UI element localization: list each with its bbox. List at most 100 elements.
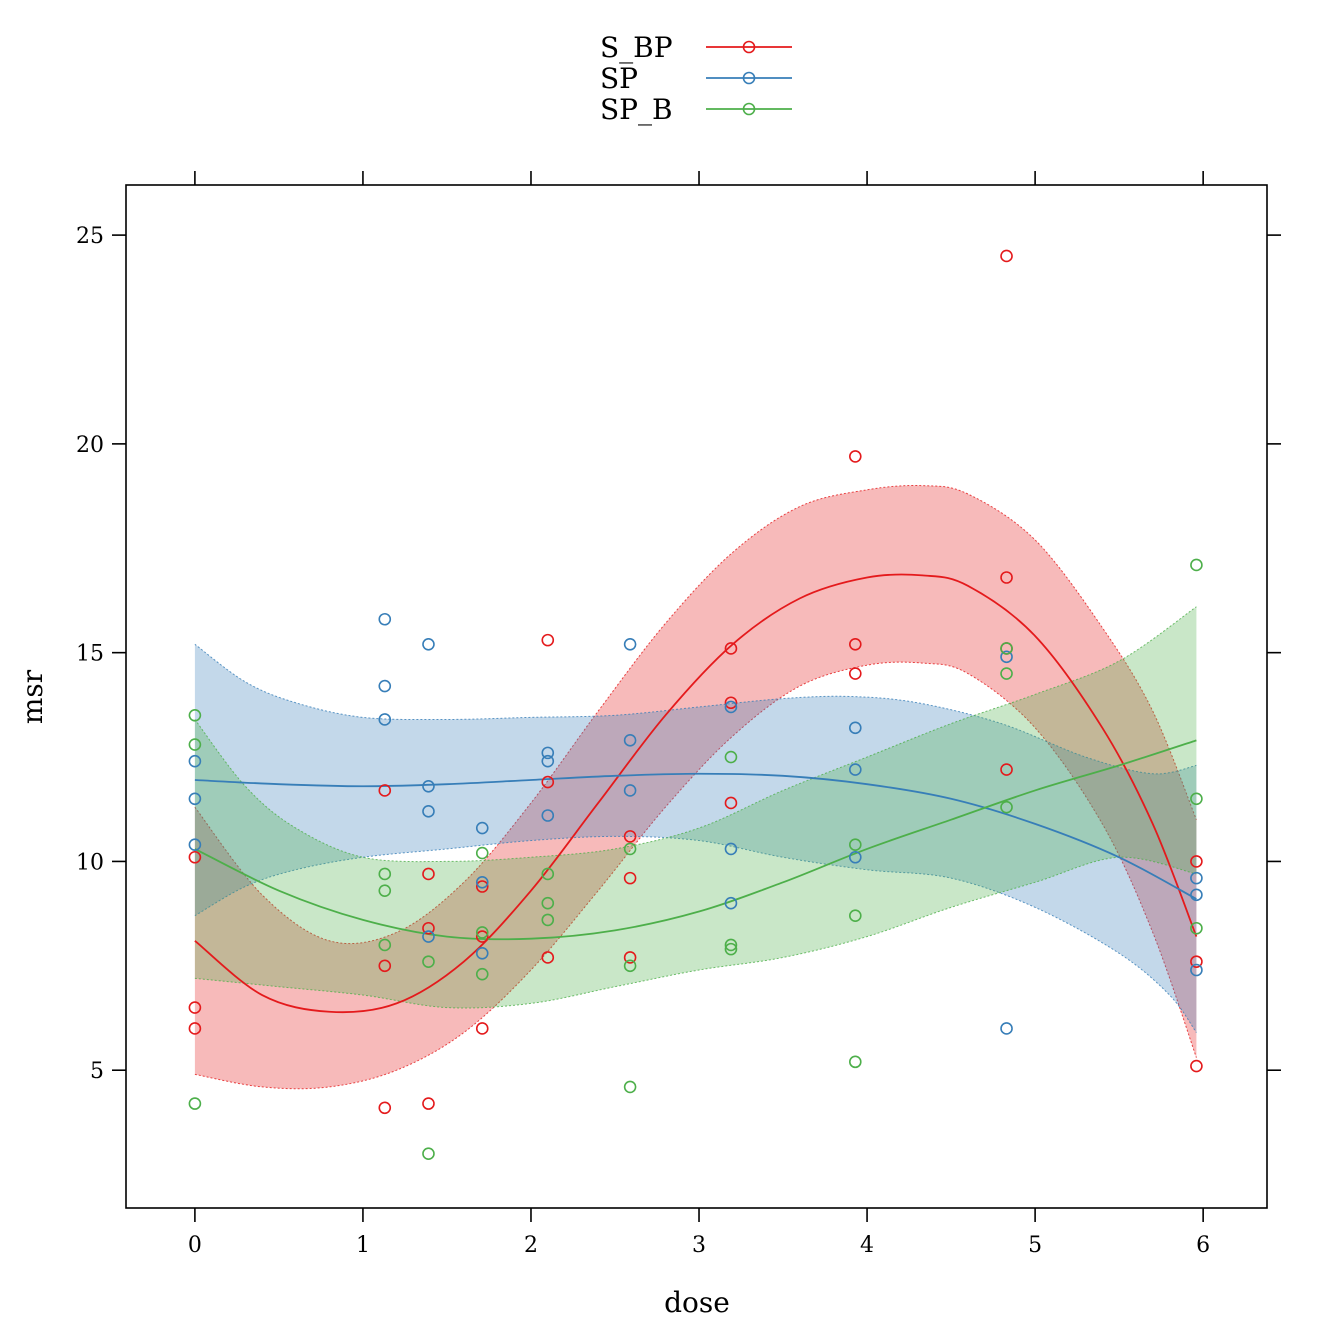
point-sp bbox=[188, 838, 202, 852]
point-sp bbox=[422, 930, 435, 943]
point-sp bbox=[541, 809, 555, 822]
band-sp bbox=[194, 644, 1197, 1033]
data-points bbox=[188, 249, 1203, 1161]
point-sp-b bbox=[623, 959, 637, 973]
point-sp bbox=[848, 850, 862, 864]
point-sp-b bbox=[1000, 642, 1013, 655]
legend-item-sp: SP bbox=[600, 62, 792, 95]
point-s-bp bbox=[848, 638, 862, 651]
legend-label: SP_B bbox=[600, 93, 673, 126]
band-lower-s-bp bbox=[194, 661, 1197, 1090]
point-s-bp bbox=[1190, 855, 1203, 868]
point-s-bp bbox=[378, 1101, 392, 1115]
point-s-bp bbox=[848, 450, 862, 463]
x-tick-label: 0 bbox=[188, 1233, 202, 1258]
point-sp-b bbox=[1190, 558, 1203, 572]
point-s-bp bbox=[422, 1097, 435, 1110]
legend-label: S_BP bbox=[600, 31, 673, 64]
axes: 0 1 2 3 4 5 6 5 10 15 20 25 bbox=[76, 171, 1281, 1258]
point-sp-b bbox=[848, 909, 862, 923]
point-sp bbox=[422, 638, 435, 651]
point-sp bbox=[1000, 650, 1013, 664]
point-s-bp bbox=[188, 1001, 202, 1014]
point-s-bp bbox=[623, 871, 637, 885]
point-sp-b bbox=[724, 938, 738, 952]
point-sp bbox=[724, 842, 738, 856]
x-tick-label: 4 bbox=[860, 1233, 874, 1258]
point-sp-b bbox=[475, 846, 489, 860]
legend-item-s-bp: S_BP bbox=[600, 31, 792, 64]
point-sp-b bbox=[848, 1055, 862, 1069]
point-sp-b bbox=[422, 1147, 435, 1161]
point-s-bp bbox=[623, 830, 637, 843]
x-tick-label: 1 bbox=[356, 1233, 370, 1258]
fit-line-sp bbox=[194, 772, 1197, 900]
band-upper-sp bbox=[194, 643, 1197, 775]
legend-marker bbox=[742, 102, 756, 116]
point-s-bp bbox=[623, 951, 637, 964]
point-sp bbox=[724, 700, 738, 714]
fit-line-sp-b bbox=[194, 739, 1197, 941]
legend-marker bbox=[742, 40, 756, 54]
band-lower-sp-b bbox=[194, 856, 1197, 1009]
point-sp bbox=[848, 763, 862, 776]
plot-frame bbox=[125, 184, 1268, 1209]
point-sp bbox=[623, 734, 637, 747]
point-sp-b bbox=[188, 1097, 202, 1110]
point-s-bp bbox=[724, 796, 738, 810]
legend-label: SP bbox=[600, 62, 638, 95]
fit-lines bbox=[194, 573, 1198, 1014]
point-s-bp bbox=[475, 880, 489, 893]
y-tick-label: 10 bbox=[76, 850, 104, 875]
point-s-bp bbox=[1000, 249, 1013, 263]
y-tick-label: 20 bbox=[76, 433, 104, 458]
point-s-bp bbox=[475, 1022, 489, 1035]
point-s-bp bbox=[188, 850, 202, 864]
point-s-bp bbox=[422, 921, 435, 935]
point-s-bp bbox=[475, 930, 489, 943]
fit-line-s-bp bbox=[194, 573, 1198, 1014]
point-sp bbox=[378, 713, 392, 726]
confidence-bands bbox=[194, 484, 1197, 1090]
y-axis-title: msr bbox=[16, 669, 49, 724]
point-sp bbox=[724, 896, 738, 910]
point-sp-b bbox=[1000, 800, 1013, 814]
point-sp-b bbox=[848, 838, 862, 852]
point-s-bp bbox=[1190, 1059, 1203, 1073]
point-sp bbox=[541, 754, 555, 768]
point-sp-b bbox=[188, 738, 202, 751]
point-sp bbox=[1000, 1022, 1013, 1035]
point-sp bbox=[422, 805, 435, 818]
y-tick-label: 5 bbox=[90, 1059, 104, 1084]
point-s-bp bbox=[1190, 955, 1203, 968]
point-s-bp bbox=[422, 867, 435, 881]
point-s-bp bbox=[378, 784, 392, 797]
point-sp-b bbox=[378, 938, 392, 952]
point-sp bbox=[422, 779, 435, 793]
point-sp bbox=[475, 946, 489, 960]
point-s-bp bbox=[541, 775, 555, 789]
point-s-bp bbox=[1000, 571, 1013, 584]
band-s-bp bbox=[194, 485, 1197, 1089]
point-sp bbox=[848, 721, 862, 735]
point-s-bp bbox=[541, 633, 555, 647]
point-sp-b bbox=[623, 842, 637, 856]
point-s-bp bbox=[1000, 763, 1013, 776]
point-sp bbox=[475, 876, 489, 889]
point-sp bbox=[378, 612, 392, 626]
x-tick-label: 6 bbox=[1196, 1233, 1210, 1258]
legend-item-sp-b: SP_B bbox=[600, 93, 792, 126]
point-sp-b bbox=[724, 942, 738, 956]
point-sp-b bbox=[378, 867, 392, 881]
point-sp-b bbox=[1190, 921, 1203, 935]
point-sp-b bbox=[724, 750, 738, 764]
point-sp bbox=[475, 821, 489, 835]
y-tick-label: 25 bbox=[76, 224, 104, 249]
x-tick-label: 5 bbox=[1028, 1233, 1042, 1258]
point-s-bp bbox=[378, 959, 392, 973]
point-sp bbox=[541, 746, 555, 760]
point-s-bp bbox=[724, 642, 738, 655]
